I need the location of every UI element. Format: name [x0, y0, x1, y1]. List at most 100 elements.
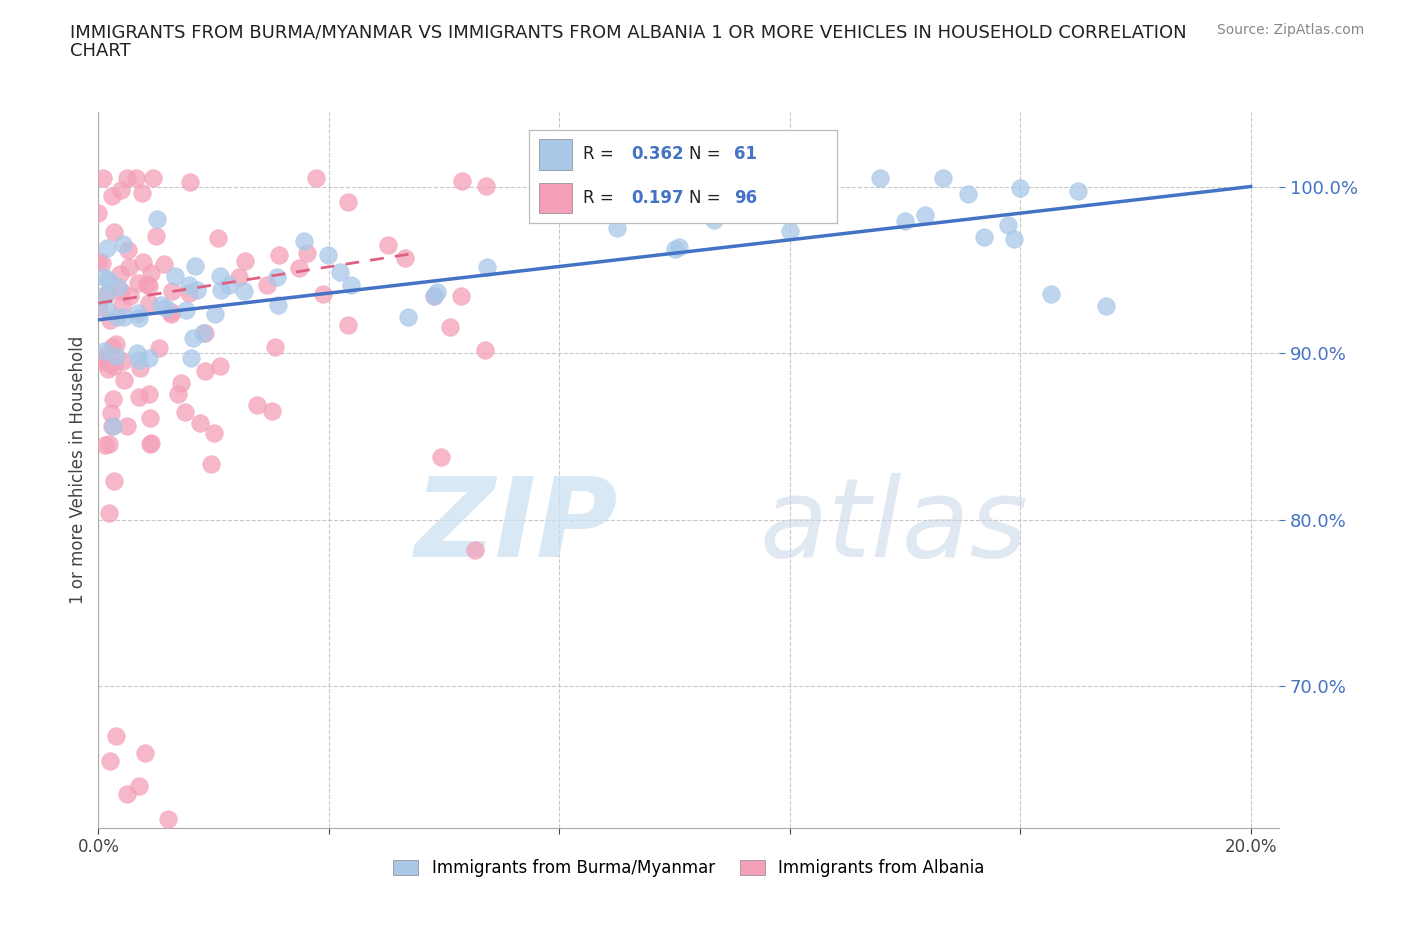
Point — [160, 284, 183, 299]
Point — [266, 270, 288, 285]
Point — [89, 299, 111, 314]
Point — [180, 351, 202, 365]
Point — [260, 404, 283, 418]
Point — [89, 350, 111, 365]
Point — [134, 745, 156, 760]
Point — [159, 305, 181, 320]
Point — [132, 254, 155, 269]
Point — [295, 246, 318, 260]
Point — [145, 228, 167, 243]
Point — [184, 259, 207, 273]
Text: Source: ZipAtlas.com: Source: ZipAtlas.com — [1216, 23, 1364, 37]
Point — [218, 277, 240, 292]
Point — [138, 351, 160, 365]
Point — [256, 277, 278, 292]
Point — [464, 543, 486, 558]
Y-axis label: 1 or more Vehicles in Household: 1 or more Vehicles in Household — [69, 336, 87, 604]
Point — [111, 353, 134, 368]
Point — [1002, 232, 1025, 246]
Point — [179, 278, 201, 293]
Point — [97, 505, 120, 520]
Point — [100, 418, 122, 433]
Point — [869, 171, 891, 186]
Point — [194, 326, 217, 340]
Point — [94, 287, 117, 302]
Point — [377, 237, 399, 252]
Point — [101, 339, 124, 354]
Point — [288, 261, 311, 276]
Point — [207, 231, 229, 246]
Point — [103, 474, 125, 489]
Point — [423, 288, 446, 303]
Point — [94, 437, 117, 452]
Point — [98, 312, 121, 327]
Point — [141, 266, 163, 281]
Point — [142, 171, 165, 186]
Point — [89, 353, 111, 368]
Point — [135, 277, 157, 292]
Point — [160, 307, 183, 322]
Text: ZIP: ZIP — [415, 473, 619, 580]
Point — [127, 306, 149, 321]
Point — [156, 812, 179, 827]
Point — [1010, 180, 1032, 195]
Point — [145, 212, 167, 227]
Point — [131, 185, 153, 200]
Point — [128, 778, 150, 793]
Point — [149, 298, 172, 312]
Point — [173, 405, 195, 419]
Point — [148, 340, 170, 355]
Point — [396, 310, 419, 325]
Point — [292, 233, 315, 248]
Point — [475, 179, 498, 193]
Point — [664, 242, 686, 257]
Point — [139, 410, 162, 425]
Point — [264, 339, 287, 354]
Point — [101, 418, 124, 433]
Point — [188, 415, 211, 430]
Text: CHART: CHART — [70, 42, 131, 60]
Point — [128, 311, 150, 325]
Point — [208, 358, 231, 373]
Point — [200, 457, 222, 472]
Point — [103, 224, 125, 239]
Point — [155, 300, 177, 315]
Point — [186, 283, 208, 298]
Point — [115, 787, 138, 802]
Point — [128, 360, 150, 375]
Point — [894, 213, 917, 228]
Point — [932, 171, 955, 186]
Point — [110, 182, 132, 197]
Point — [87, 254, 110, 269]
Point — [98, 436, 121, 451]
Point — [174, 302, 197, 317]
Text: atlas: atlas — [759, 473, 1028, 580]
Point — [779, 223, 801, 238]
Point — [228, 269, 250, 284]
Point — [606, 220, 628, 235]
Point — [141, 436, 163, 451]
Point — [204, 307, 226, 322]
Point — [193, 326, 215, 340]
Point — [93, 270, 115, 285]
Point — [1095, 299, 1118, 313]
Point — [703, 212, 725, 227]
Point — [93, 343, 115, 358]
Point — [336, 317, 359, 332]
Point — [152, 257, 174, 272]
Point — [104, 729, 127, 744]
Point — [128, 353, 150, 368]
Point — [87, 206, 110, 220]
Point — [139, 436, 162, 451]
Point — [125, 171, 148, 186]
Point — [312, 286, 335, 301]
Point — [957, 186, 980, 201]
Point — [233, 284, 256, 299]
Point — [120, 288, 142, 303]
Point — [115, 171, 138, 186]
Point — [474, 342, 496, 357]
Point — [112, 373, 135, 388]
Point — [100, 405, 122, 420]
Point — [336, 194, 359, 209]
Point — [127, 275, 149, 290]
